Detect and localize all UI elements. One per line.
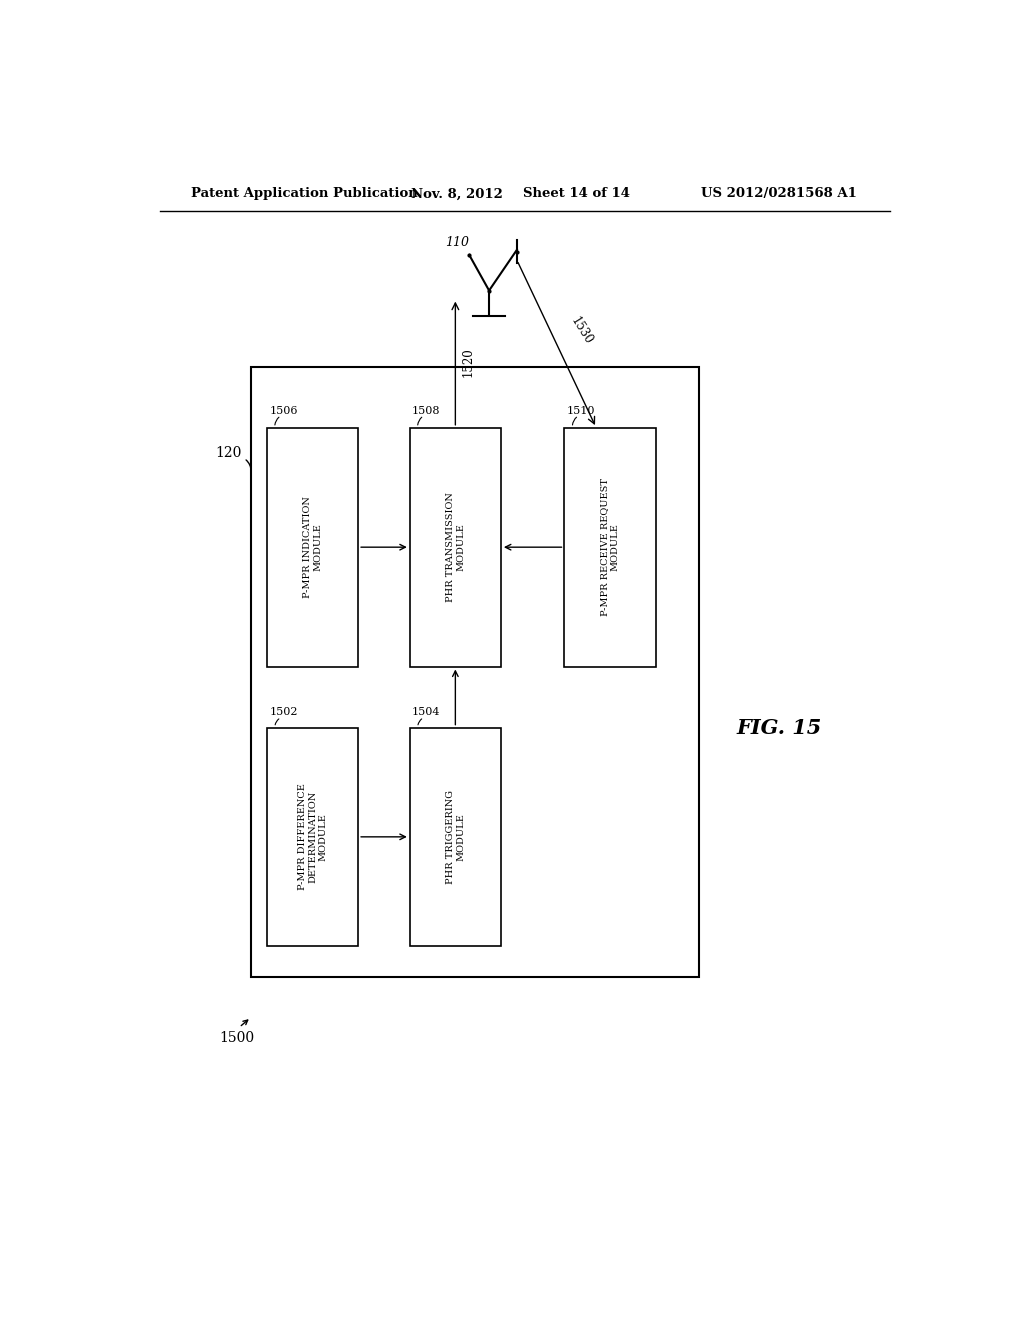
Text: P-MPR INDICATION
MODULE: P-MPR INDICATION MODULE	[303, 496, 323, 598]
Text: P-MPR DIFFERENCE
DETERMINATION
MODULE: P-MPR DIFFERENCE DETERMINATION MODULE	[298, 783, 328, 890]
Bar	[564, 428, 655, 667]
Text: P-MPR RECEIVE REQUEST
MODULE: P-MPR RECEIVE REQUEST MODULE	[600, 478, 620, 616]
Text: 1520: 1520	[461, 347, 474, 376]
Text: FIG. 15: FIG. 15	[736, 718, 821, 738]
Text: 1502: 1502	[269, 708, 298, 718]
Text: 1504: 1504	[412, 708, 440, 718]
Text: 120: 120	[215, 446, 242, 461]
Text: Sheet 14 of 14: Sheet 14 of 14	[523, 187, 630, 201]
Bar	[267, 428, 358, 667]
Text: 1510: 1510	[567, 405, 595, 416]
Text: 110: 110	[445, 236, 469, 249]
Text: 1508: 1508	[412, 405, 440, 416]
Text: Patent Application Publication: Patent Application Publication	[191, 187, 418, 201]
Text: Nov. 8, 2012: Nov. 8, 2012	[412, 187, 503, 201]
Text: PHR TRIGGERING
MODULE: PHR TRIGGERING MODULE	[445, 789, 465, 884]
Text: 1530: 1530	[568, 315, 595, 347]
Bar	[410, 727, 501, 946]
Text: 1506: 1506	[269, 405, 298, 416]
Text: US 2012/0281568 A1: US 2012/0281568 A1	[700, 187, 857, 201]
Text: 1500: 1500	[219, 1031, 254, 1044]
Bar	[267, 727, 358, 946]
Text: PHR TRANSMISSION
MODULE: PHR TRANSMISSION MODULE	[445, 492, 465, 602]
Bar	[410, 428, 501, 667]
Bar	[251, 367, 699, 977]
